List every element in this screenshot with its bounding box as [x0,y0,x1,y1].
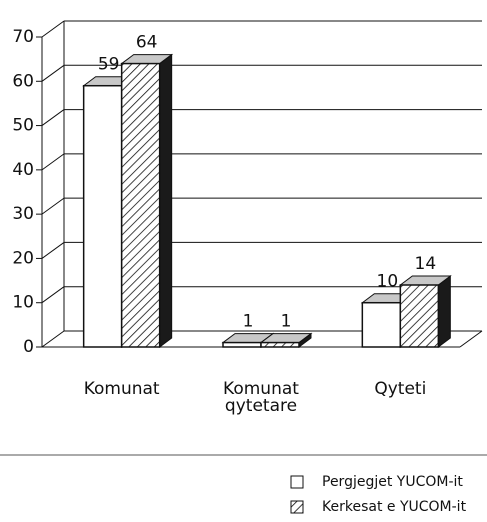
bar [259,332,313,348]
y-tick-label: 70 [12,27,34,47]
bar [120,53,174,348]
legend-swatch [290,475,304,489]
grid-line [41,242,65,259]
legend-swatch [290,500,304,514]
y-tick-label: 60 [12,71,34,91]
legend-label: Kerkesat e YUCOM-it [322,499,467,515]
bar-front [222,341,262,348]
y-tick-label: 0 [23,337,34,357]
x-tick-label: Komunat [84,379,160,399]
grid-line [41,153,65,171]
data-label: 64 [136,33,158,53]
x-tick-label-line: Komunat [84,379,160,399]
x-tick-label: Komunat qytetare [223,379,299,416]
y-tick-label: 10 [12,293,34,313]
grid-line [41,64,65,82]
bar-front [82,84,123,348]
grid-line [41,20,65,38]
bar-front [399,284,440,348]
x-tick-label-line: Komunat [223,379,299,399]
bar-front [120,62,161,348]
y-tick-label: 20 [12,248,34,268]
data-label: 59 [98,55,120,75]
grid-line [41,286,65,304]
grid-line [41,109,65,126]
x-tick-label-line: Qyteti [374,379,426,399]
data-label: 1 [281,312,292,332]
bar-front [361,301,402,348]
x-tick-label: Qyteti [374,379,426,399]
bar [398,275,452,348]
bar-front [260,341,300,348]
y-tick-label: 30 [12,204,34,224]
legend-label: Pergjegjet YUCOM-it [322,474,463,490]
x-tick-label-line: qytetare [225,396,297,416]
y-tick-label: 40 [12,160,34,180]
bar-side [437,275,451,348]
data-label: 1 [243,312,254,332]
y-tick-label: 50 [12,116,34,136]
data-label: 14 [415,254,437,274]
grid-line [41,330,65,348]
grid-line [41,197,65,215]
bar-side [159,53,173,348]
floor-back [459,330,483,348]
data-label: 10 [377,272,399,292]
